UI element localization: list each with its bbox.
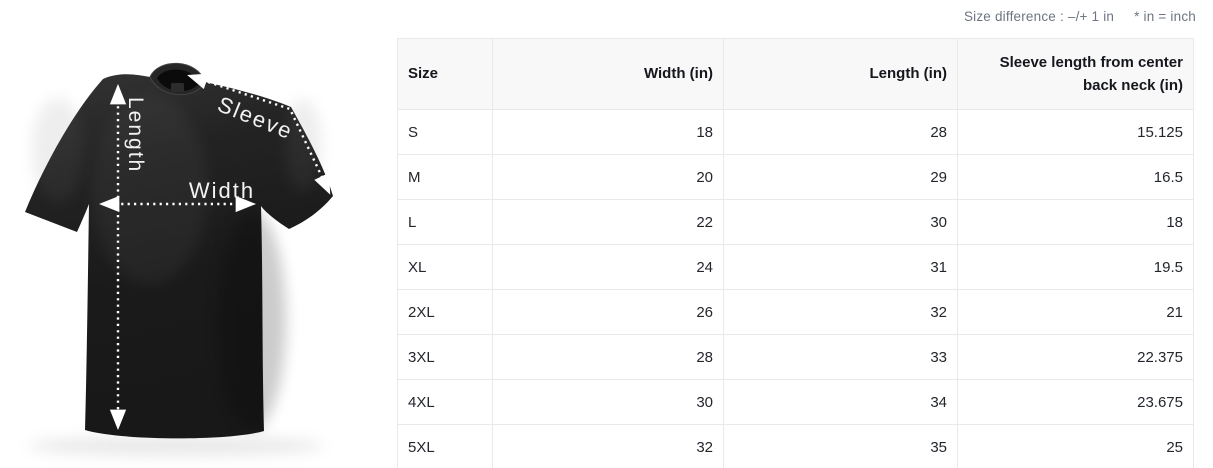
width-cell: 26 (492, 289, 724, 335)
length-cell: 31 (723, 244, 958, 290)
size-note: Size difference : –/+ 1 in * in = inch (964, 9, 1196, 24)
inch-unit-note: * in = inch (1134, 9, 1196, 24)
width-cell: 32 (492, 424, 724, 468)
size-difference-note: Size difference : –/+ 1 in (963, 9, 1115, 24)
size-cell: 5XL (397, 424, 493, 468)
size-cell: S (397, 109, 493, 155)
table-row: 5XL 32 35 25 (397, 424, 1194, 468)
length-label: Length (124, 97, 147, 173)
size-cell: 2XL (397, 289, 493, 335)
length-cell: 28 (723, 109, 958, 155)
width-cell: 22 (492, 199, 724, 245)
width-label: Width (189, 178, 255, 203)
neck-tag (171, 83, 184, 92)
sleeve-cell: 23.675 (957, 379, 1194, 425)
sleeve-cell: 15.125 (957, 109, 1194, 155)
size-chart-body: S 18 28 15.125 M 20 29 16.5 L 22 30 18 (397, 109, 1194, 468)
right-sleeve-highlight (285, 99, 321, 191)
shirt-shadow (28, 436, 324, 456)
col-header-length: Length (in) (723, 38, 958, 110)
length-cell: 34 (723, 379, 958, 425)
size-cell: XL (397, 244, 493, 290)
col-header-sleeve: Sleeve length from center back neck (in) (957, 38, 1194, 110)
size-chart-header: Size Width (in) Length (in) Sleeve lengt… (397, 38, 1194, 110)
sleeve-cell: 21 (957, 289, 1194, 335)
table-row: 4XL 30 34 23.675 (397, 379, 1194, 425)
width-cell: 28 (492, 334, 724, 380)
sleeve-cell: 25 (957, 424, 1194, 468)
width-cell: 30 (492, 379, 724, 425)
length-cell: 29 (723, 154, 958, 200)
length-cell: 30 (723, 199, 958, 245)
sleeve-measure-line (187, 73, 331, 195)
tshirt-diagram: Length Sleeve Width (0, 0, 390, 468)
col-header-size: Size (397, 38, 493, 110)
table-row: 2XL 26 32 21 (397, 289, 1194, 335)
length-cell: 33 (723, 334, 958, 380)
left-sleeve-highlight (32, 98, 84, 202)
header-row: Size Width (in) Length (in) Sleeve lengt… (397, 38, 1194, 110)
sleeve-cell: 19.5 (957, 244, 1194, 290)
table-row: M 20 29 16.5 (397, 154, 1194, 200)
table-row: L 22 30 18 (397, 199, 1194, 245)
size-cell: 3XL (397, 334, 493, 380)
sleeve-cell: 22.375 (957, 334, 1194, 380)
tshirt-illustration: Length Sleeve Width (25, 62, 333, 456)
size-cell: 4XL (397, 379, 493, 425)
width-cell: 18 (492, 109, 724, 155)
torso-shade (218, 210, 286, 430)
table-row: 3XL 28 33 22.375 (397, 334, 1194, 380)
sleeve-cell: 18 (957, 199, 1194, 245)
length-cell: 35 (723, 424, 958, 468)
sleeve-cell: 16.5 (957, 154, 1194, 200)
width-cell: 20 (492, 154, 724, 200)
size-cell: M (397, 154, 493, 200)
col-header-width: Width (in) (492, 38, 724, 110)
width-cell: 24 (492, 244, 724, 290)
table-row: S 18 28 15.125 (397, 109, 1194, 155)
length-cell: 32 (723, 289, 958, 335)
table-row: XL 24 31 19.5 (397, 244, 1194, 290)
size-cell: L (397, 199, 493, 245)
size-chart-table: Size Width (in) Length (in) Sleeve lengt… (397, 38, 1194, 468)
